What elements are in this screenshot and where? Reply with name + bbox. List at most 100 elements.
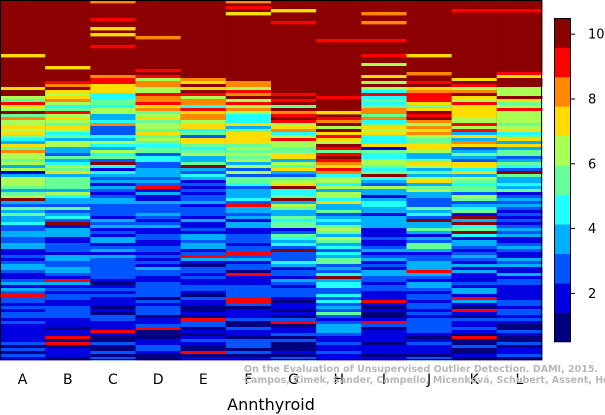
heatmap-cell <box>406 102 453 106</box>
heatmap-cell <box>180 270 227 274</box>
heatmap-cell <box>496 324 543 328</box>
heatmap-cell <box>0 342 46 346</box>
heatmap-cell <box>225 327 272 331</box>
heatmap-cell <box>361 348 407 352</box>
heatmap-cell <box>496 132 543 136</box>
heatmap-cell <box>180 189 227 193</box>
heatmap-cell <box>180 210 227 214</box>
heatmap-cell <box>135 303 182 307</box>
colorbar-segment <box>554 18 571 48</box>
heatmap-cell <box>271 114 317 118</box>
heatmap-cell <box>0 84 46 88</box>
heatmap-cell <box>271 336 317 340</box>
heatmap-cell <box>180 294 227 298</box>
heatmap-cell <box>271 186 317 190</box>
heatmap-cell <box>271 297 317 301</box>
heatmap-cell <box>361 354 407 358</box>
heatmap-cell <box>361 177 407 181</box>
heatmap-cell <box>225 0 272 4</box>
heatmap-cell <box>225 195 272 199</box>
heatmap-cell <box>271 273 317 277</box>
heatmap-cell <box>496 174 543 178</box>
heatmap-cell <box>361 162 407 166</box>
heatmap-cell <box>451 246 498 250</box>
heatmap-cell <box>0 123 46 127</box>
heatmap-cell <box>225 351 272 355</box>
heatmap-cell <box>0 201 46 205</box>
heatmap-cell <box>90 351 136 355</box>
heatmap-cell <box>496 204 543 208</box>
heatmap-cell <box>451 273 498 277</box>
heatmap-cell <box>225 354 272 358</box>
heatmap-cell <box>0 180 46 184</box>
heatmap-cell <box>90 99 136 103</box>
heatmap-cell <box>0 99 46 103</box>
heatmap-cell <box>90 300 136 304</box>
heatmap-cell <box>180 303 227 307</box>
heatmap-cell <box>451 294 498 298</box>
heatmap-cell <box>90 174 136 178</box>
heatmap-cell <box>225 291 272 295</box>
heatmap-cell <box>135 336 182 340</box>
heatmap-cell <box>406 207 453 211</box>
heatmap-cell <box>271 129 317 133</box>
heatmap-cell <box>496 111 543 115</box>
heatmap-cell <box>0 354 46 358</box>
heatmap-cell <box>225 210 272 214</box>
heatmap-cell <box>135 105 182 109</box>
heatmap-cell <box>90 126 136 130</box>
heatmap-cell <box>316 261 362 265</box>
credit-line-2: Campos, Zimek, Sander, Campello, Micenko… <box>244 375 605 386</box>
heatmap-cell <box>316 249 362 253</box>
heatmap-cell <box>271 105 317 109</box>
heatmap-cell <box>225 204 272 208</box>
heatmap-cell <box>90 288 136 292</box>
heatmap-cell <box>361 333 407 337</box>
x-tick-label-D: D <box>153 372 164 388</box>
heatmap-cell <box>0 246 46 250</box>
heatmap-cell <box>271 222 317 226</box>
heatmap-cell <box>271 300 317 304</box>
heatmap-cell <box>451 156 498 160</box>
heatmap-cell <box>0 345 46 349</box>
heatmap-cell <box>406 270 453 274</box>
heatmap-cell <box>90 240 136 244</box>
heatmap-cell <box>496 297 543 301</box>
heatmap-cell <box>180 243 227 247</box>
heatmap-cell <box>496 288 543 292</box>
heatmap-cell <box>45 81 91 85</box>
heatmap-cell <box>45 237 91 241</box>
heatmap-cell <box>180 285 227 289</box>
heatmap-cell <box>271 285 317 289</box>
heatmap-cell <box>361 210 407 214</box>
heatmap-cell <box>90 309 136 313</box>
heatmap-cell <box>45 225 91 229</box>
heatmap-cell <box>316 153 362 157</box>
x-tick-label-I: I <box>382 372 386 388</box>
heatmap-cell <box>361 144 407 148</box>
heatmap-cell <box>45 246 91 250</box>
heatmap-cell <box>451 285 498 289</box>
heatmap-cell <box>496 102 543 106</box>
heatmap-cell <box>361 294 407 298</box>
heatmap-cell <box>90 147 136 151</box>
heatmap-cell <box>135 321 182 325</box>
heatmap-cell <box>451 189 498 193</box>
heatmap-cell <box>496 306 543 310</box>
heatmap-cell <box>180 231 227 235</box>
heatmap-cell <box>135 252 182 256</box>
heatmap-cell <box>225 144 272 148</box>
heatmap-cell <box>406 216 453 220</box>
heatmap-cell <box>271 144 317 148</box>
heatmap-cell <box>316 303 362 307</box>
heatmap-cell <box>271 252 317 256</box>
heatmap-cell <box>90 228 136 232</box>
heatmap-cell <box>271 192 317 196</box>
heatmap-cell <box>180 171 227 175</box>
heatmap-cell <box>406 201 453 205</box>
heatmap-cell <box>180 117 227 121</box>
heatmap-cell <box>45 144 91 148</box>
heatmap-cell <box>135 210 182 214</box>
heatmap-cell <box>451 96 498 100</box>
heatmap-cell <box>451 351 498 355</box>
